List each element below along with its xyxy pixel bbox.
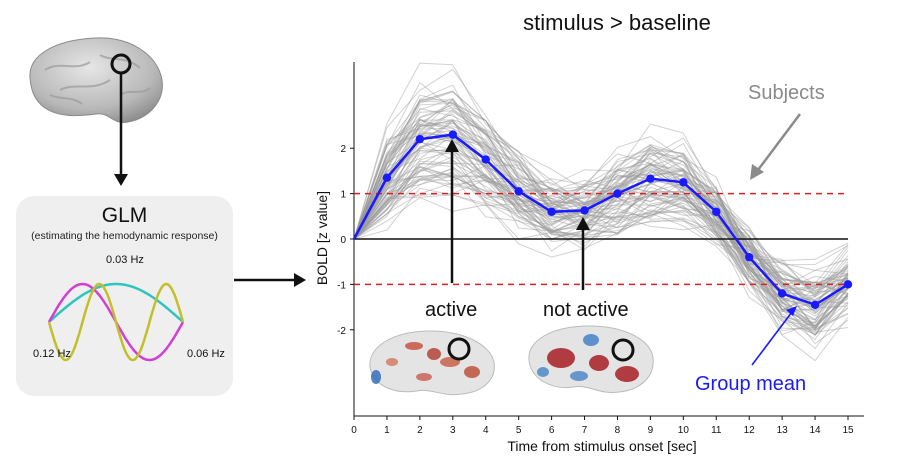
up-arrow-icon: [445, 139, 459, 152]
group-mean-arrow-icon: [786, 306, 797, 316]
up-arrow-icon: [576, 217, 590, 230]
